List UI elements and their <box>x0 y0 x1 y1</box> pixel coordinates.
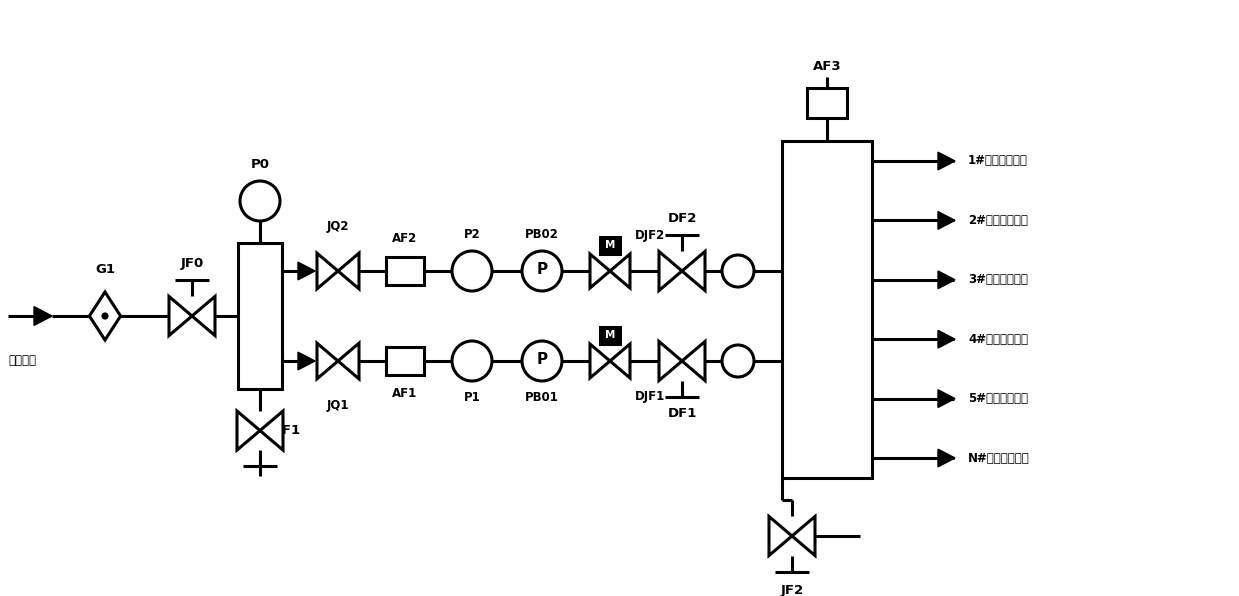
Polygon shape <box>681 252 705 290</box>
Text: P0: P0 <box>250 158 270 171</box>
Polygon shape <box>659 252 681 290</box>
Bar <box>807 88 847 118</box>
Text: AF1: AF1 <box>393 387 418 401</box>
Text: DJF2: DJF2 <box>636 229 665 242</box>
Text: P1: P1 <box>463 391 481 404</box>
Text: PB01: PB01 <box>525 391 559 404</box>
Polygon shape <box>169 296 192 336</box>
Text: 3#阀门作用供气: 3#阀门作用供气 <box>968 274 1028 286</box>
Text: 4#阀门作用供气: 4#阀门作用供气 <box>968 333 1028 346</box>
Polygon shape <box>590 254 610 288</box>
Polygon shape <box>237 411 260 450</box>
Circle shape <box>722 255 755 287</box>
Polygon shape <box>192 296 216 336</box>
Text: 1#阀门作用供气: 1#阀门作用供气 <box>968 154 1028 167</box>
Circle shape <box>452 341 492 381</box>
Text: P2: P2 <box>463 228 481 241</box>
Polygon shape <box>299 262 315 280</box>
Text: JF1: JF1 <box>278 424 301 437</box>
Circle shape <box>722 345 755 377</box>
Polygon shape <box>317 253 338 289</box>
Text: AF2: AF2 <box>393 232 418 245</box>
Text: 集
气
管: 集 气 管 <box>256 291 264 340</box>
Circle shape <box>452 251 492 291</box>
Text: M: M <box>605 241 616 250</box>
Circle shape <box>102 313 108 319</box>
Text: N#阀门作用供气: N#阀门作用供气 <box>968 452 1030 464</box>
Text: M: M <box>605 331 616 340</box>
Polygon shape <box>33 306 52 325</box>
Circle shape <box>522 341 563 381</box>
Bar <box>600 327 620 344</box>
Polygon shape <box>338 253 359 289</box>
Bar <box>387 257 424 285</box>
Polygon shape <box>938 330 955 348</box>
Polygon shape <box>938 271 955 288</box>
Polygon shape <box>317 343 338 379</box>
Text: PB02: PB02 <box>525 228 559 241</box>
Text: JQ1: JQ1 <box>327 399 349 412</box>
Polygon shape <box>260 411 282 450</box>
Bar <box>782 141 872 478</box>
Polygon shape <box>938 152 955 170</box>
Polygon shape <box>938 212 955 229</box>
Polygon shape <box>659 342 681 381</box>
Text: DJF1: DJF1 <box>636 390 665 403</box>
Text: AF3: AF3 <box>813 60 841 73</box>
Circle shape <box>240 181 280 221</box>
Text: JF2: JF2 <box>781 583 804 596</box>
Bar <box>238 243 282 389</box>
Polygon shape <box>792 517 815 555</box>
Text: JQ2: JQ2 <box>327 220 349 233</box>
Text: 2#阀门作用供气: 2#阀门作用供气 <box>968 214 1028 227</box>
Polygon shape <box>610 344 629 378</box>
Polygon shape <box>610 254 629 288</box>
Polygon shape <box>590 344 610 378</box>
Text: DF2: DF2 <box>668 212 696 225</box>
Text: DF1: DF1 <box>668 406 696 420</box>
Text: JF0: JF0 <box>181 257 203 271</box>
Text: P: P <box>536 352 548 367</box>
Polygon shape <box>938 449 955 467</box>
Polygon shape <box>338 343 359 379</box>
Bar <box>387 347 424 375</box>
Bar <box>600 237 620 254</box>
Polygon shape <box>769 517 792 555</box>
Polygon shape <box>938 390 955 408</box>
Circle shape <box>522 251 563 291</box>
Text: P: P <box>536 262 548 277</box>
Polygon shape <box>299 352 315 370</box>
Text: G1: G1 <box>95 263 115 276</box>
Polygon shape <box>681 342 705 381</box>
Polygon shape <box>89 292 120 340</box>
Text: 储气罐: 储气罐 <box>819 296 835 323</box>
Text: 5#阀门作用供气: 5#阀门作用供气 <box>968 392 1028 405</box>
Text: 氮气气源: 氮气气源 <box>7 354 36 367</box>
